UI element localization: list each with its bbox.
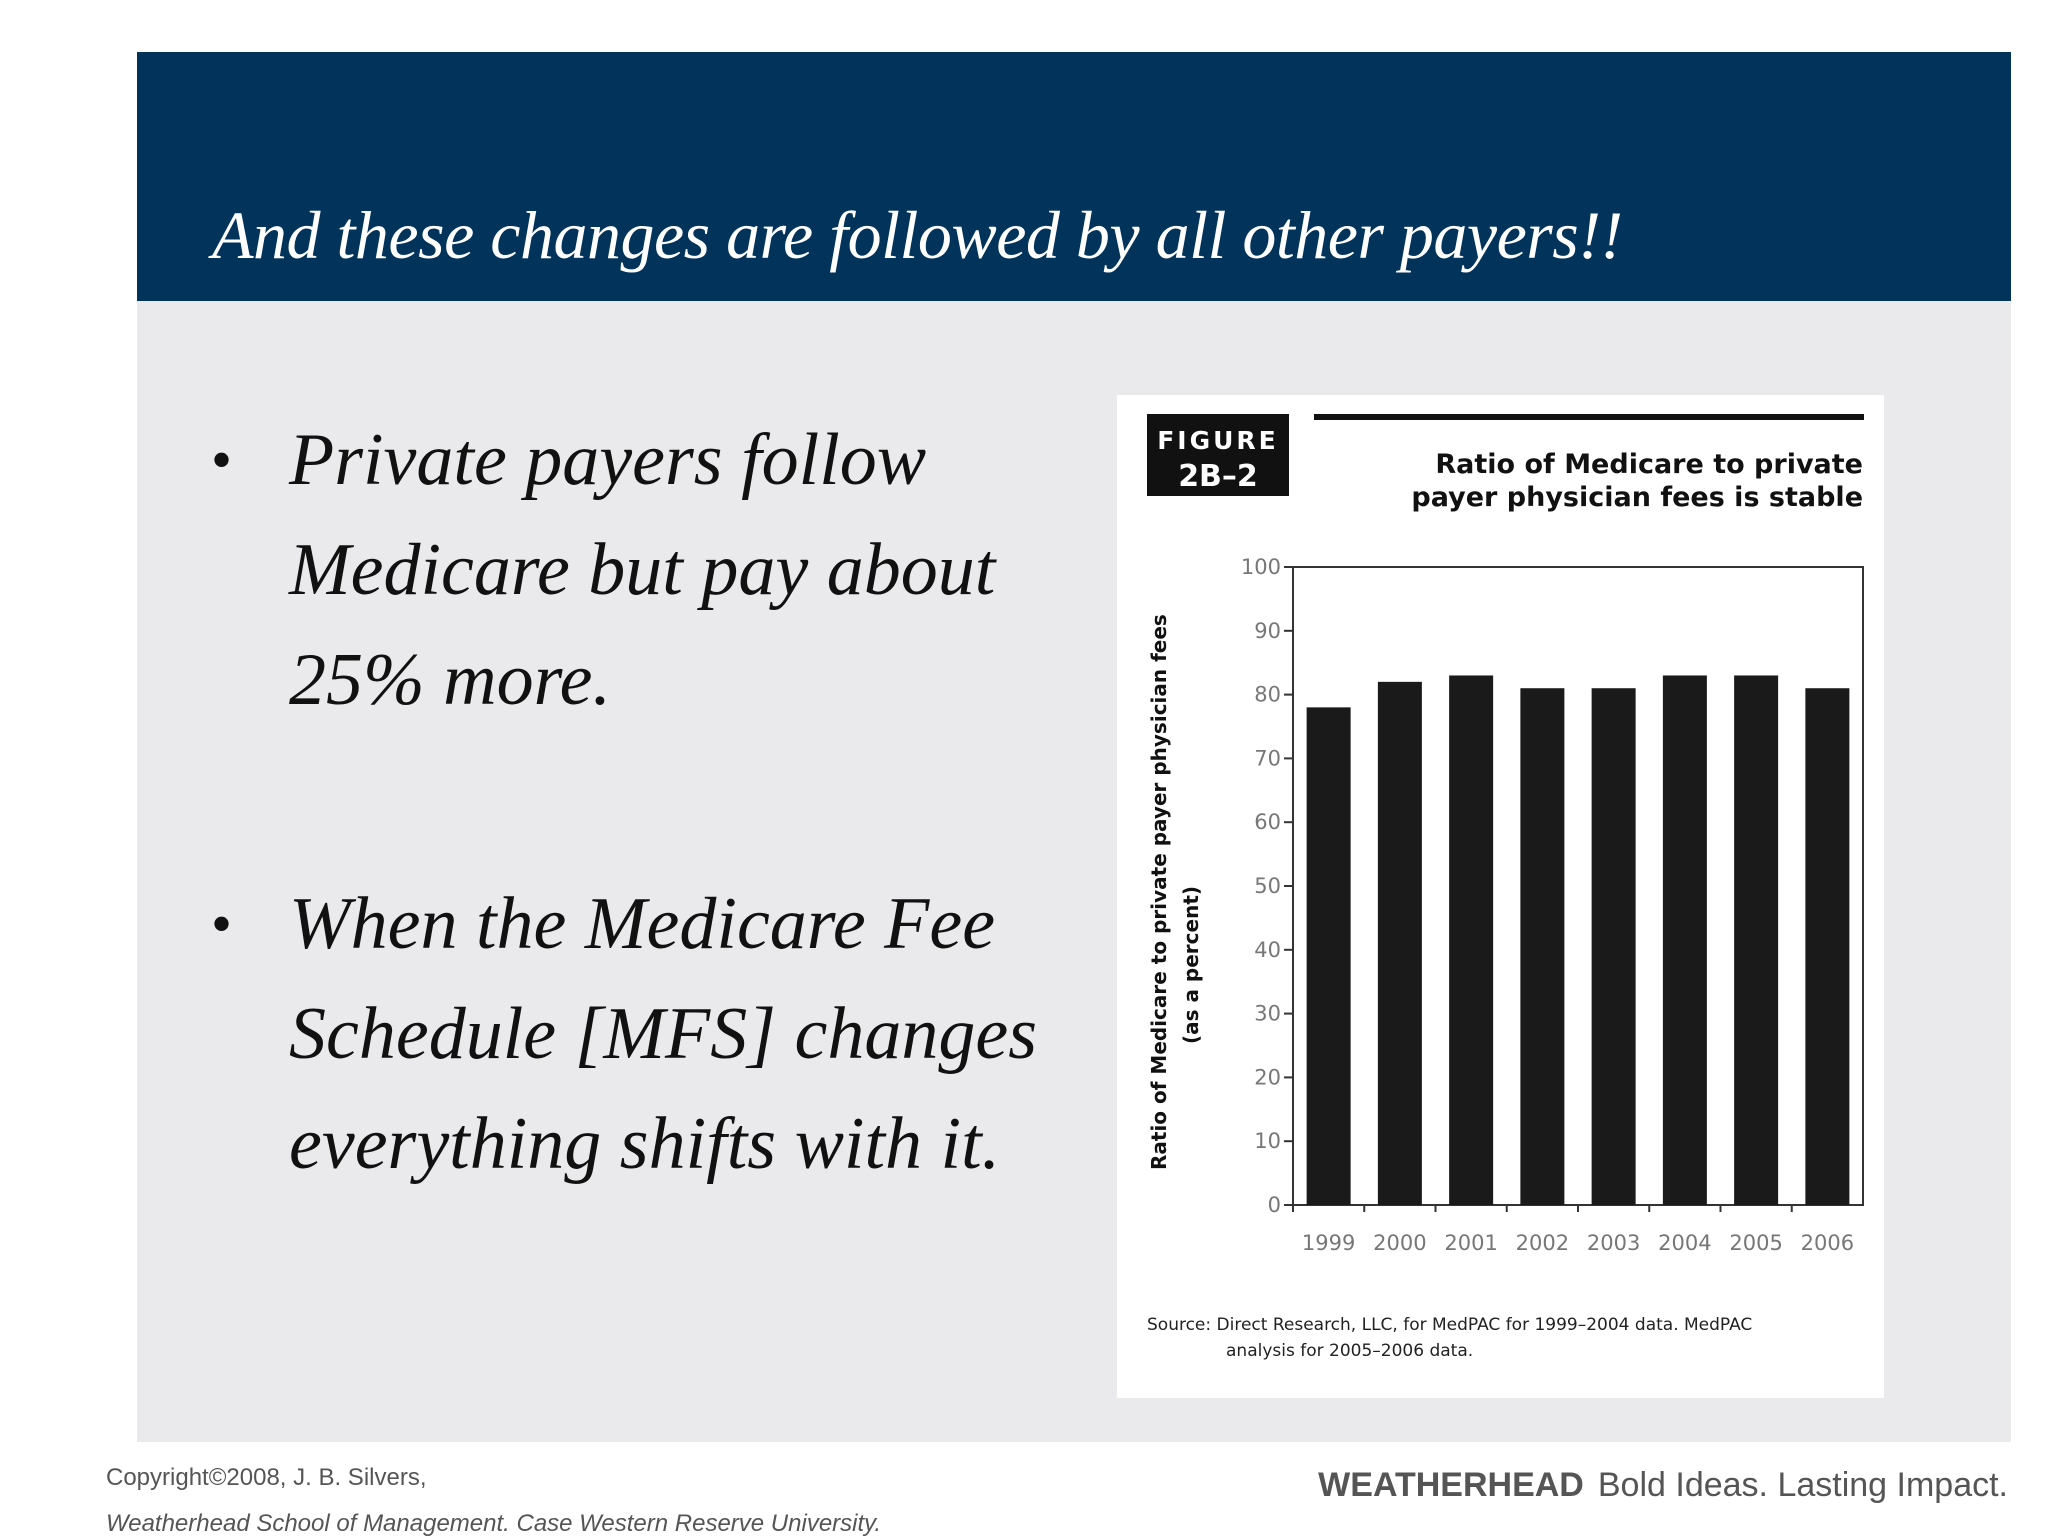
y-tick-label: 50	[1254, 874, 1281, 898]
bullet-text: Private payers follow Medicare but pay a…	[289, 419, 996, 721]
y-tick-label: 10	[1254, 1129, 1281, 1153]
figure-label-top: FIGURE	[1157, 426, 1279, 455]
bar-2005	[1734, 675, 1779, 1205]
figure-label-box	[1147, 414, 1289, 496]
source-note-line1: Source: Direct Research, LLC, for MedPAC…	[1147, 1315, 1752, 1335]
y-tick-label: 0	[1268, 1193, 1281, 1217]
chart-title-line1: Ratio of Medicare to private	[1435, 449, 1863, 480]
slide-title: And these changes are followed by all ot…	[212, 197, 1623, 273]
bar-2001	[1449, 675, 1494, 1205]
x-tick-label: 2005	[1729, 1231, 1782, 1255]
x-tick-label: 2002	[1516, 1231, 1569, 1255]
school-text: Weatherhead School of Management. Case W…	[106, 1510, 882, 1537]
brand-name: WEATHERHEAD	[1318, 1466, 1584, 1504]
y-axis-label-line1: Ratio of Medicare to private payer physi…	[1147, 614, 1171, 1170]
x-ticks-group: 1999 2000 2001 2002 2003 2004 2005 2006	[1292, 1205, 1854, 1255]
y-tick-label: 40	[1254, 938, 1281, 962]
figure-label-number: 2B–2	[1178, 459, 1258, 494]
chart-title-line2: payer physician fees is stable	[1411, 482, 1863, 513]
y-tick-label: 90	[1254, 619, 1281, 643]
x-tick-label: 2001	[1444, 1231, 1497, 1255]
bar-2006	[1805, 688, 1850, 1205]
x-tick-label: 2004	[1658, 1231, 1711, 1255]
bar-chart: FIGURE 2B–2 Ratio of Medicare to private…	[1147, 414, 1864, 1361]
figure-card: FIGURE 2B–2 Ratio of Medicare to private…	[1117, 395, 1884, 1398]
y-tick-label: 70	[1254, 746, 1281, 770]
y-tick-label: 100	[1241, 555, 1281, 579]
bars-group	[1306, 675, 1850, 1205]
source-note-line2: analysis for 2005–2006 data.	[1226, 1341, 1473, 1361]
bullet-text: When the Medicare Fee Schedule [MFS] cha…	[289, 883, 1038, 1185]
y-axis-label-line2: (as a percent)	[1179, 886, 1203, 1044]
title-banner: And these changes are followed by all ot…	[137, 52, 2011, 301]
brand-tagline: Bold Ideas. Lasting Impact.	[1597, 1466, 2008, 1504]
x-tick-label: 2003	[1587, 1231, 1640, 1255]
bullet-icon: •	[211, 891, 233, 957]
bar-1999	[1306, 707, 1351, 1205]
bar-2003	[1591, 688, 1636, 1205]
bar-2002	[1520, 688, 1565, 1205]
bullet-icon: •	[211, 427, 233, 493]
y-tick-label: 20	[1254, 1065, 1281, 1089]
y-tick-label: 30	[1254, 1002, 1281, 1026]
x-tick-label: 1999	[1302, 1231, 1355, 1255]
x-tick-label: 2000	[1373, 1231, 1426, 1255]
figure-top-rule	[1314, 414, 1864, 420]
y-ticks-group: 0 10 20 30 40 50 60 70 80 90 100	[1241, 555, 1293, 1217]
copyright-text: Copyright©2008, J. B. Silvers,	[106, 1464, 427, 1491]
bar-2004	[1662, 675, 1707, 1205]
y-tick-label: 60	[1254, 810, 1281, 834]
brand-footer: WEATHERHEAD Bold Ideas. Lasting Impact.	[1318, 1466, 2008, 1505]
bar-2000	[1377, 681, 1422, 1205]
x-tick-label: 2006	[1801, 1231, 1854, 1255]
y-tick-label: 80	[1254, 683, 1281, 707]
